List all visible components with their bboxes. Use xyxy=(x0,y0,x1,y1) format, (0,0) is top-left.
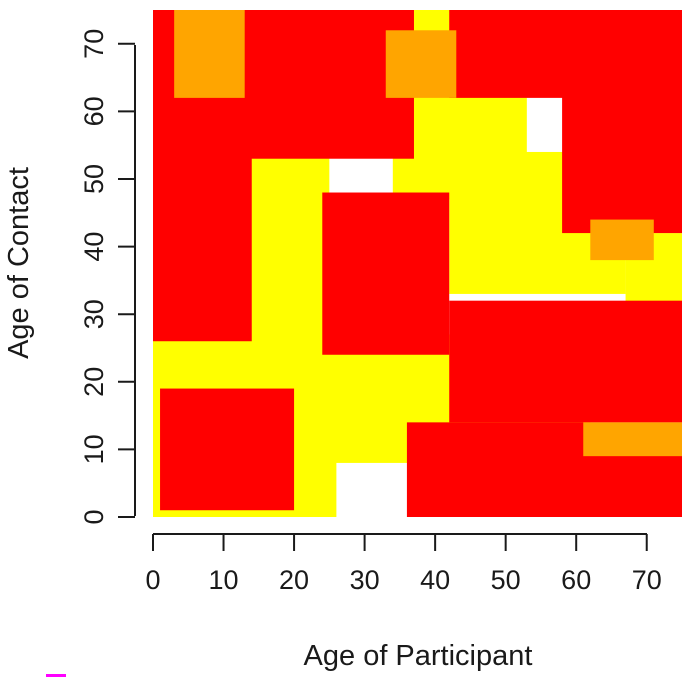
heatmap-cells xyxy=(153,10,682,517)
y-tick-label-30: 30 xyxy=(79,299,109,329)
x-tick-label-40: 40 xyxy=(420,565,450,595)
y-tick-label-10: 10 xyxy=(79,434,109,464)
x-tick-label-50: 50 xyxy=(491,565,521,595)
x-tick-label-10: 10 xyxy=(209,565,239,595)
y-tick-label-40: 40 xyxy=(79,232,109,262)
heatmap-region-red-1 xyxy=(160,388,295,511)
y-tick-label-20: 20 xyxy=(79,367,109,397)
heatmap-region-red-5 xyxy=(449,300,682,423)
x-ticks: 0 10 20 30 40 50 60 70 xyxy=(145,534,662,595)
x-axis-title: Age of Participant xyxy=(304,640,533,672)
y-tick-label-50: 50 xyxy=(79,164,109,194)
y-ticks: 0 10 20 30 40 50 60 70 xyxy=(79,29,135,525)
y-tick-label-0: 0 xyxy=(79,509,109,524)
x-tick-label-70: 70 xyxy=(632,565,662,595)
y-tick-label-70: 70 xyxy=(79,29,109,59)
x-tick-label-0: 0 xyxy=(145,565,160,595)
heatmap-region-orange-1 xyxy=(385,30,457,98)
axes xyxy=(134,45,647,535)
y-axis-title: Age of Contact xyxy=(3,167,35,359)
heatmap-region-orange-2 xyxy=(583,422,682,457)
heatmap-region-orange-3 xyxy=(590,219,654,261)
heatmap-region-orange-0 xyxy=(174,10,245,98)
x-tick-label-20: 20 xyxy=(279,565,309,595)
x-tick-label-30: 30 xyxy=(350,565,380,595)
stray-mark xyxy=(46,674,66,677)
x-tick-label-60: 60 xyxy=(561,565,591,595)
y-tick-label-60: 60 xyxy=(79,96,109,126)
heatmap-region-red-3 xyxy=(322,192,450,355)
heatmap-region-red-7 xyxy=(562,77,682,234)
